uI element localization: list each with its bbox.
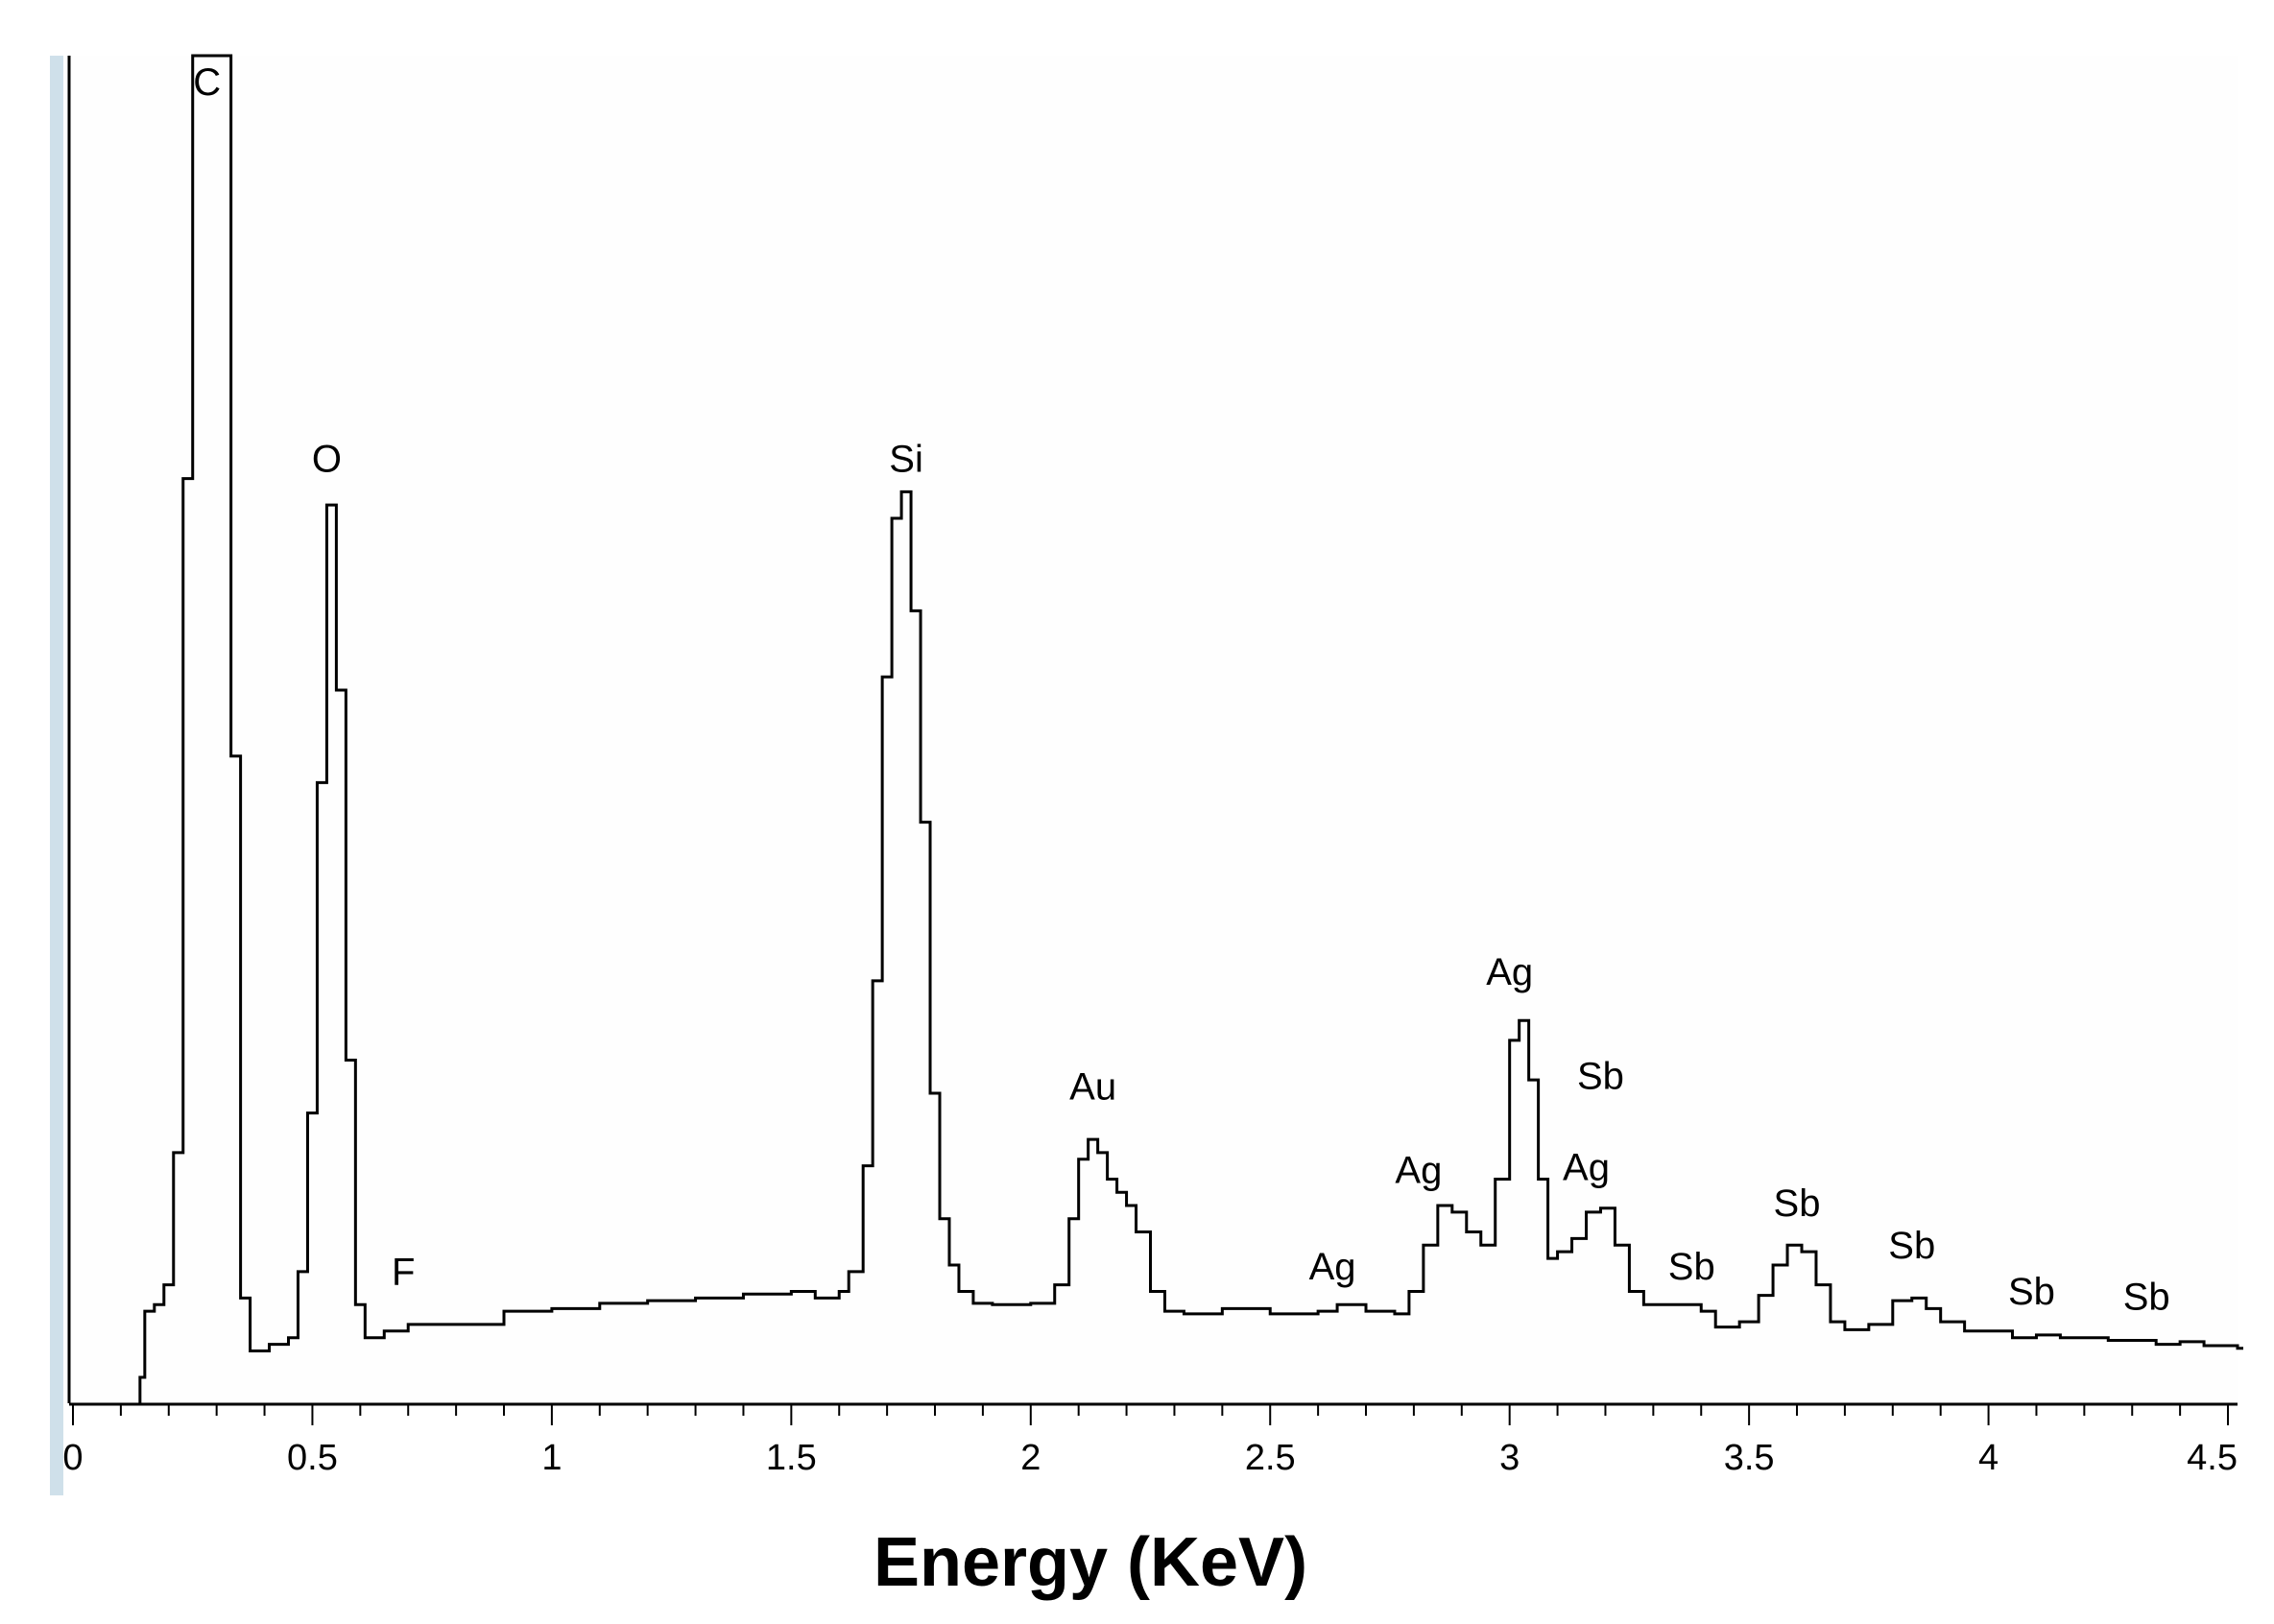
peak-label-ag: Ag bbox=[1309, 1246, 1356, 1288]
x-tick-label: 3 bbox=[1499, 1438, 1520, 1478]
x-tick-label: 4 bbox=[1978, 1438, 1999, 1478]
x-tick-label: 4.5 bbox=[2187, 1438, 2238, 1478]
peak-label-o: O bbox=[312, 439, 342, 481]
x-tick-label: 1 bbox=[541, 1438, 562, 1478]
peak-label-sb: Sb bbox=[2008, 1271, 2055, 1313]
x-tick-label: 3.5 bbox=[1724, 1438, 1775, 1478]
x-axis-title: Energy (KeV) bbox=[874, 1524, 1307, 1601]
x-axis-tick-labels: 0 0.5 1 1.5 2 2.5 3 3.5 4 4.5 bbox=[62, 1438, 2238, 1478]
left-edge-bar bbox=[50, 56, 63, 1495]
plot-background bbox=[52, 56, 2238, 1404]
x-tick-label: 1.5 bbox=[766, 1438, 817, 1478]
peak-label-si: Si bbox=[889, 439, 923, 481]
spectrum-line bbox=[138, 54, 2243, 1404]
peak-label-ag: Ag bbox=[1395, 1149, 1442, 1191]
peak-label-c: C bbox=[193, 61, 221, 104]
peak-label-sb: Sb bbox=[1774, 1182, 1821, 1225]
peak-label-sb: Sb bbox=[1668, 1246, 1715, 1288]
peak-label-f: F bbox=[392, 1251, 415, 1293]
x-axis-ticks bbox=[72, 1404, 2230, 1425]
peak-label-ag: Ag bbox=[1486, 951, 1533, 993]
x-tick-label: 0 bbox=[62, 1438, 83, 1478]
peak-label-au: Au bbox=[1069, 1066, 1116, 1109]
peak-label-sb: Sb bbox=[1577, 1056, 1624, 1098]
peak-label-sb: Sb bbox=[2123, 1277, 2170, 1319]
x-tick-label: 2 bbox=[1020, 1438, 1041, 1478]
peak-labels: C O F Si Au Ag Ag Ag Sb Ag Sb Sb Sb Sb Sb bbox=[193, 61, 2169, 1318]
peak-label-sb: Sb bbox=[1888, 1225, 1935, 1267]
x-tick-label: 0.5 bbox=[287, 1438, 338, 1478]
x-tick-label: 2.5 bbox=[1245, 1438, 1296, 1478]
peak-label-ag: Ag bbox=[1563, 1147, 1610, 1189]
